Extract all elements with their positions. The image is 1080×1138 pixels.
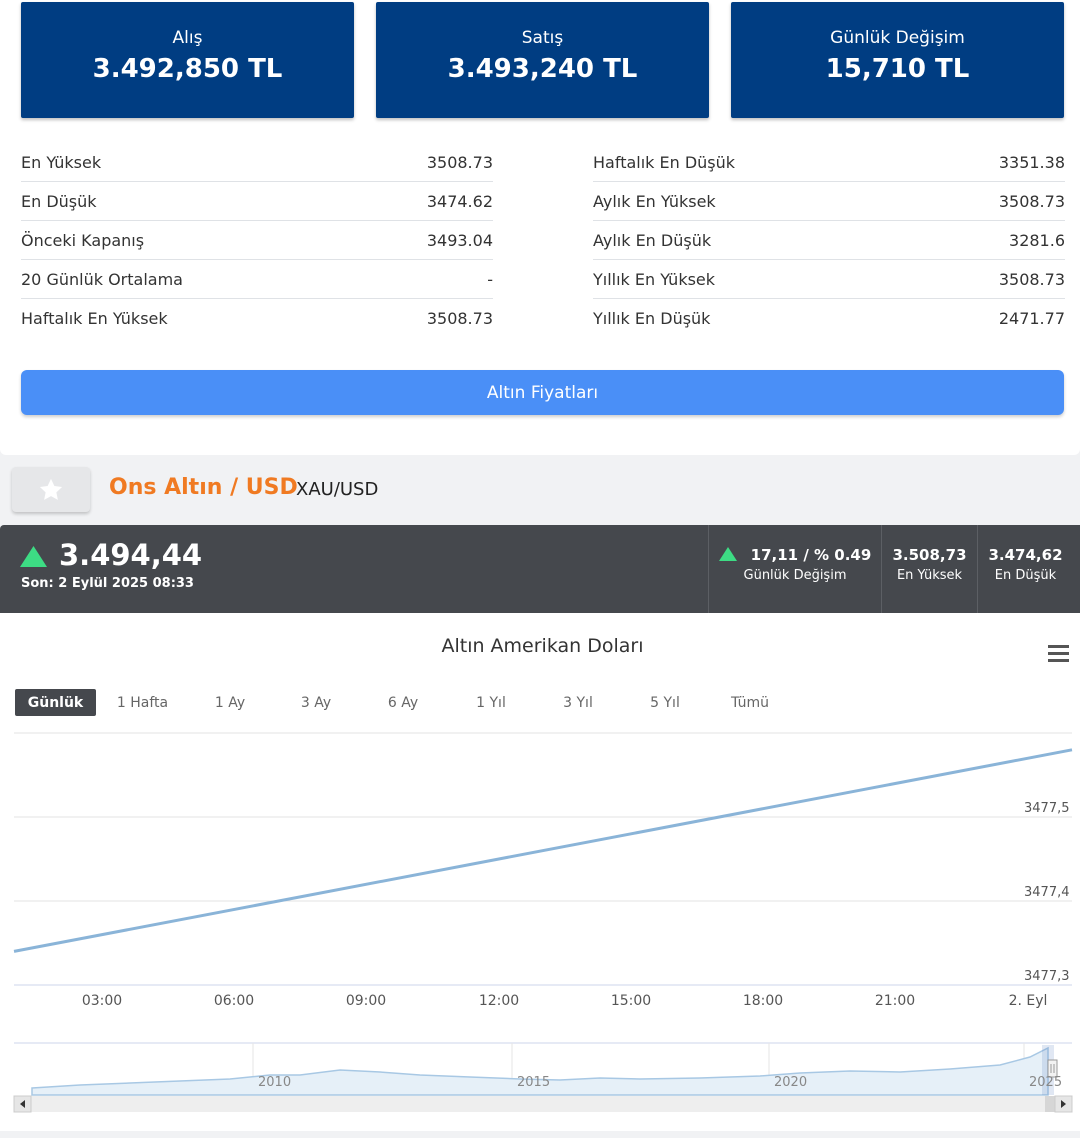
daily-change-box: Günlük Değişim 15,710 TL [731,2,1064,118]
daily-change-quote: 17,11 / % 0.49 [709,546,881,564]
stats-table-left: En Yüksek 3508.73 En Düşük 3474.62 Önceki … [21,143,493,338]
asset-code: XAU/USD [296,479,379,500]
stat-label: Önceki Kapanış [21,230,145,250]
daily-change-value: 15,710 TL [825,54,970,84]
stat-value: 3508.73 [426,309,493,328]
stat-label: Yıllık En Düşük [593,309,711,328]
menu-icon[interactable] [1048,645,1069,662]
stat-row: Yıllık En Yüksek 3508.73 [593,260,1065,299]
stat-value: - [487,269,493,289]
stat-label: Haftalık En Yüksek [21,309,168,328]
daily-change-quote-value: 17,11 / % 0.49 [750,546,872,564]
low-value: 3.474,62 [988,546,1063,564]
stat-row: Haftalık En Düşük 3351.38 [593,143,1065,182]
asset-header: Ons Altın / USD XAU/USD [0,455,1080,525]
y-tick-label: 3477,5 [1024,801,1070,816]
stat-row: En Yüksek 3508.73 [21,143,493,182]
stat-label: En Düşük [21,191,97,211]
navigator-year-label: 2020 [774,1075,808,1090]
stat-label: En Yüksek [21,152,102,172]
x-tick-label: 21:00 [874,993,916,1009]
daily-change-cell: 17,11 / % 0.49 Günlük Değişim [708,525,881,613]
price-series-line [13,748,1073,953]
favorite-button[interactable] [12,467,90,512]
sell-price-box: Satış 3.493,240 TL [376,2,709,118]
stat-row: Yıllık En Düşük 2471.77 [593,299,1065,338]
navigator-year-label: 2025 [1029,1075,1063,1090]
stat-row: Önceki Kapanış 3493.04 [21,221,493,260]
chart-card: Altın Amerikan Doları Günlük 1 Hafta 1 A… [0,613,1080,1131]
daily-change-quote-label: Günlük Değişim [743,568,847,583]
stat-value: 3508.73 [998,191,1065,211]
daily-change-label: Günlük Değişim [830,28,965,48]
range-button-6-months[interactable]: 6 Ay [387,694,419,711]
buy-price-box: Alış 3.492,850 TL [21,2,354,118]
range-button-1-week[interactable]: 1 Hafta [116,694,169,711]
range-button-5-years[interactable]: 5 Yıl [650,694,680,711]
up-arrow-icon [718,547,737,561]
last-update-time: Son: 2 Eylül 2025 08:33 [21,576,194,591]
range-button-1-year[interactable]: 1 Yıl [476,694,506,711]
chart-title: Altın Amerikan Doları [441,635,644,657]
up-arrow-icon [20,546,47,567]
navigator-area [31,1046,1049,1096]
asset-title: Ons Altın / USD [109,475,298,500]
range-button-all[interactable]: Tümü [730,694,769,711]
scrollbar-track[interactable] [14,1096,1072,1112]
stat-label: Aylık En Düşük [593,230,712,250]
x-tick-label: 12:00 [478,993,520,1009]
navigator-handle[interactable] [1047,1059,1058,1078]
stat-value: 3493.04 [426,230,493,250]
stats-table-right: Haftalık En Düşük 3351.38 Aylık En Yüksek… [593,143,1065,338]
scroll-left-icon [20,1100,25,1108]
stat-label: Haftalık En Düşük [593,152,736,172]
x-tick-label: 09:00 [345,993,387,1009]
low-cell: 3.474,62 En Düşük [977,525,1073,613]
stat-row: Aylık En Düşük 3281.6 [593,221,1065,260]
stat-value: 3508.73 [998,269,1065,289]
last-price: 3.494,44 [59,538,203,572]
sell-label: Satış [521,28,564,48]
range-button-daily[interactable]: Günlük [15,689,96,716]
gold-prices-button[interactable]: Altın Fiyatları [21,370,1064,415]
stat-row: Haftalık En Yüksek 3508.73 [21,299,493,338]
high-cell: 3.508,73 En Yüksek [881,525,977,613]
buy-label: Alış [172,28,203,48]
scroll-right-icon [1061,1100,1066,1108]
stat-value: 3508.73 [426,152,493,172]
star-icon [39,478,63,500]
gold-summary-card: Alış 3.492,850 TL Satış 3.493,240 TL Gün… [0,0,1080,455]
y-tick-label: 3477,4 [1024,885,1070,900]
x-tick-label: 06:00 [213,993,255,1009]
buy-value: 3.492,850 TL [92,54,283,84]
high-value: 3.508,73 [892,546,967,564]
x-tick-label: 2. Eyl [1008,993,1048,1009]
navigator-year-label: 2010 [258,1075,292,1090]
low-label: En Düşük [994,568,1057,583]
stat-value: 3351.38 [998,152,1065,172]
stat-label: Aylık En Yüksek [593,191,716,211]
stat-label: 20 Günlük Ortalama [21,269,183,289]
x-tick-label: 18:00 [742,993,784,1009]
scrollbar-thumb[interactable] [1045,1096,1055,1112]
range-button-3-years[interactable]: 3 Yıl [563,694,593,711]
stat-value: 3474.62 [426,191,493,211]
x-tick-label: 15:00 [610,993,652,1009]
stat-value: 2471.77 [998,309,1065,328]
stat-row: Aylık En Yüksek 3508.73 [593,182,1065,221]
quote-bar: 3.494,44 Son: 2 Eylül 2025 08:33 17,11 /… [0,525,1080,613]
range-button-1-month[interactable]: 1 Ay [214,694,246,711]
stat-row: En Düşük 3474.62 [21,182,493,221]
navigator-year-label: 2015 [517,1075,551,1090]
high-label: En Yüksek [896,568,963,583]
y-tick-label: 3477,3 [1024,969,1070,984]
range-button-3-months[interactable]: 3 Ay [300,694,332,711]
stat-label: Yıllık En Yüksek [593,269,716,289]
price-line-chart[interactable] [0,613,1080,1113]
stat-value: 3281.6 [1009,230,1065,250]
stat-row: 20 Günlük Ortalama - [21,260,493,299]
sell-value: 3.493,240 TL [447,54,638,84]
x-tick-label: 03:00 [81,993,123,1009]
